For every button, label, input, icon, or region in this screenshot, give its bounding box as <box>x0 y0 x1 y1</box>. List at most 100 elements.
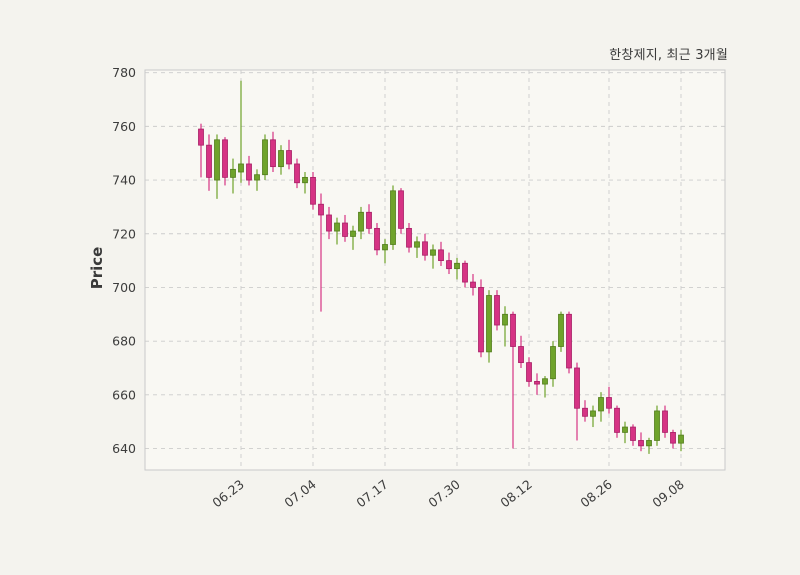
candle-body <box>446 260 452 270</box>
candle <box>214 134 220 199</box>
candle-body <box>254 174 260 181</box>
y-tick-label: 780 <box>112 65 136 80</box>
candle-body <box>630 426 636 441</box>
candle-body <box>494 295 500 326</box>
candle-body <box>654 410 660 441</box>
candle <box>542 376 548 398</box>
candle-body <box>294 163 300 184</box>
candle-body <box>214 139 220 181</box>
candle <box>518 335 524 368</box>
candle-body <box>470 281 476 288</box>
candle <box>470 274 476 296</box>
candle <box>678 429 684 452</box>
candle <box>558 311 564 352</box>
candle <box>478 279 484 358</box>
candle <box>438 241 444 266</box>
candle <box>422 233 428 261</box>
candle-body <box>366 211 372 229</box>
candle <box>502 306 508 347</box>
x-tick-label: 06.23 <box>209 477 246 511</box>
candle <box>526 357 532 387</box>
candle <box>638 432 644 452</box>
candle-body <box>270 139 276 168</box>
candle-body <box>430 249 436 256</box>
candle <box>342 214 348 242</box>
candle <box>198 123 204 178</box>
candle-body <box>582 407 588 417</box>
candle-body <box>390 190 396 245</box>
x-tick-label: 07.17 <box>353 477 390 511</box>
candle <box>318 193 324 312</box>
candle <box>582 400 588 422</box>
candle <box>414 236 420 258</box>
x-tick-label: 07.30 <box>425 477 462 511</box>
candle-body <box>550 346 556 380</box>
candle-body <box>598 397 604 412</box>
candle <box>590 405 596 428</box>
candle-body <box>230 168 236 178</box>
candle <box>614 405 620 438</box>
y-tick-label: 760 <box>112 119 136 134</box>
candle-body <box>334 222 340 232</box>
candle-body <box>662 410 668 433</box>
candle-body <box>622 426 628 433</box>
candle-body <box>342 222 348 237</box>
y-tick-label: 680 <box>112 334 136 349</box>
candle <box>334 217 340 245</box>
candle-body <box>478 287 484 353</box>
candle <box>302 172 308 194</box>
candle <box>494 290 500 331</box>
y-tick-labels: 640 660 680 700 720 740 760 780 <box>112 65 136 456</box>
candle-body <box>358 211 364 232</box>
candle-body <box>246 163 252 181</box>
candle <box>510 311 516 449</box>
y-tick-label: 740 <box>112 173 136 188</box>
candle-body <box>262 139 268 176</box>
candle <box>326 206 332 240</box>
candle-body <box>510 313 516 347</box>
candle <box>294 158 300 189</box>
candle-body <box>574 367 580 409</box>
y-tick-label: 660 <box>112 387 136 402</box>
candle <box>446 252 452 275</box>
candle-body <box>198 128 204 146</box>
candle-body <box>566 313 572 369</box>
plot-area <box>145 70 725 470</box>
candle <box>262 134 268 181</box>
candle-body <box>502 313 508 326</box>
candle-body <box>646 440 652 447</box>
y-tick-label: 720 <box>112 226 136 241</box>
candle-body <box>558 313 564 347</box>
candle-body <box>318 203 324 216</box>
candle <box>622 421 628 444</box>
candle-body <box>302 176 308 184</box>
candle <box>534 373 540 395</box>
candle-body <box>526 362 532 382</box>
candle <box>310 172 316 210</box>
candle-body <box>326 214 332 232</box>
candle <box>486 290 492 363</box>
candle-body <box>670 432 676 444</box>
candles-layer <box>198 80 684 454</box>
grid-layer <box>145 70 725 470</box>
candle <box>278 145 284 175</box>
candle-body <box>486 295 492 353</box>
candle <box>238 80 244 183</box>
candle <box>670 429 676 449</box>
candle-body <box>222 139 228 178</box>
candle-body <box>678 434 684 444</box>
candle-body <box>462 262 468 283</box>
candle-body <box>350 230 356 237</box>
candle <box>206 134 212 191</box>
candle-body <box>414 241 420 248</box>
x-tick-label: 08.12 <box>497 477 534 511</box>
candle <box>382 239 388 264</box>
y-tick-label: 640 <box>112 441 136 456</box>
candle-body <box>286 150 292 165</box>
y-tick-label: 700 <box>112 280 136 295</box>
x-tick-label: 07.04 <box>281 477 318 511</box>
candle <box>630 424 636 446</box>
candle <box>606 386 612 414</box>
